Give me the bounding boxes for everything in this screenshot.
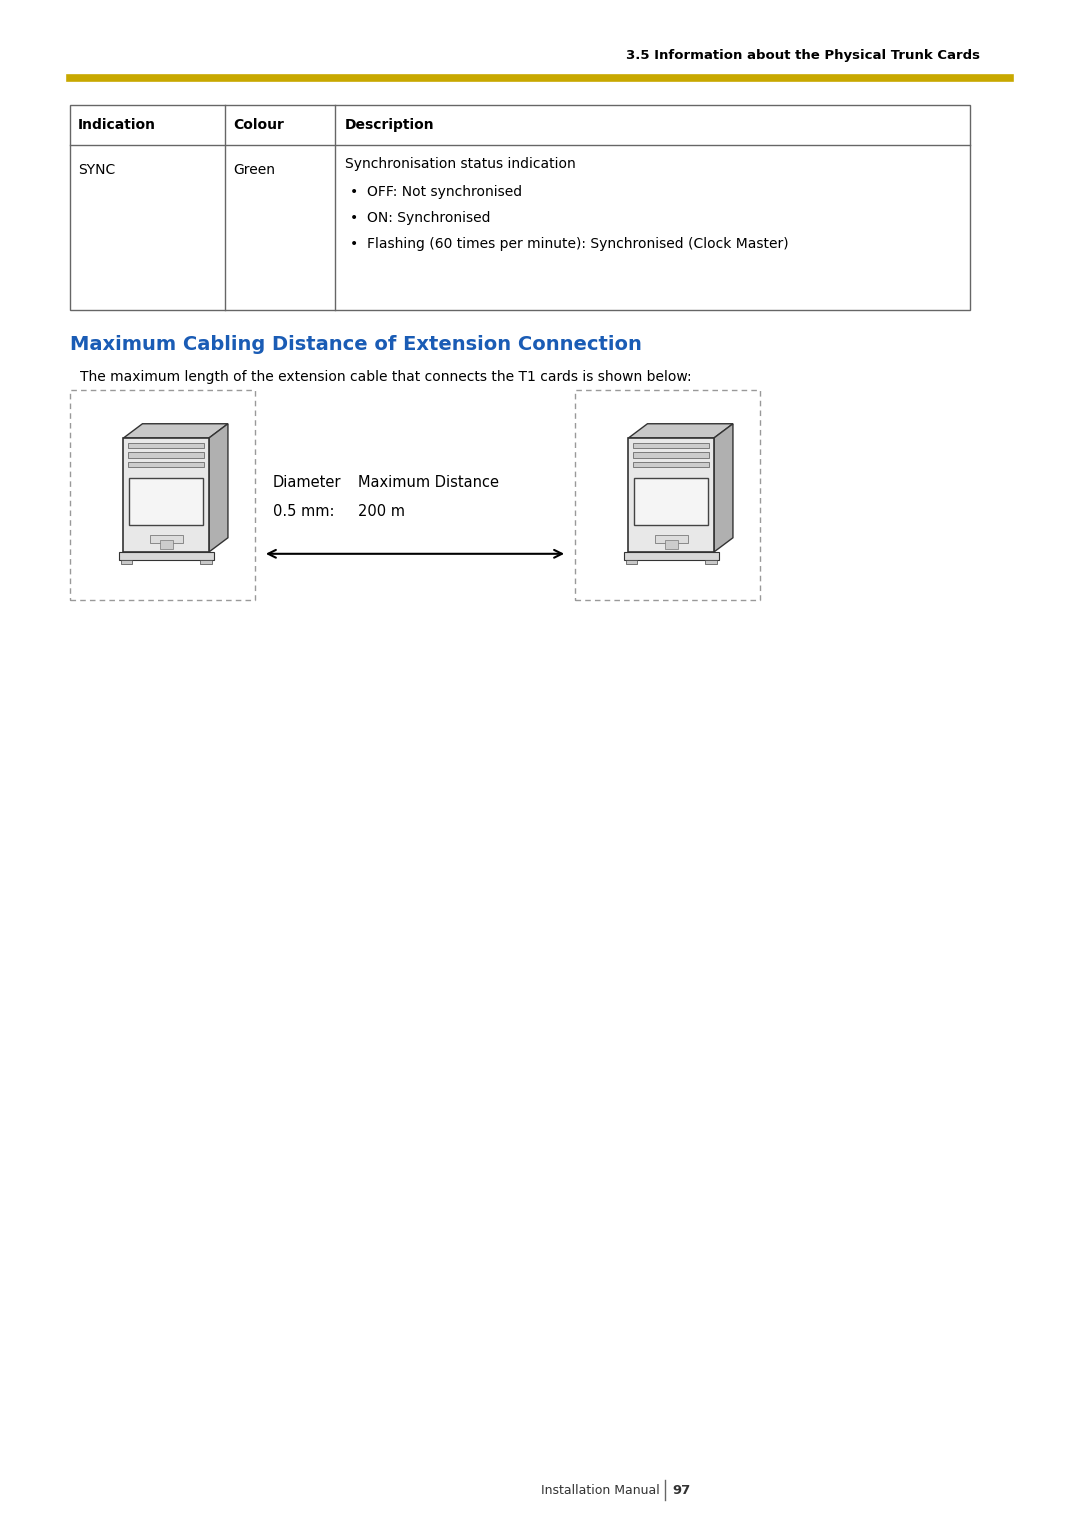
Text: Synchronisation status indication: Synchronisation status indication	[345, 157, 576, 171]
Bar	[633, 461, 710, 468]
Text: SYNC: SYNC	[78, 163, 116, 177]
Polygon shape	[208, 423, 228, 552]
Bar	[129, 452, 204, 458]
Text: •: •	[350, 211, 359, 225]
Bar	[625, 559, 637, 564]
Polygon shape	[714, 423, 733, 552]
Text: Green: Green	[233, 163, 275, 177]
Text: •: •	[350, 185, 359, 199]
Text: Diameter: Diameter	[273, 475, 341, 490]
Polygon shape	[629, 423, 733, 439]
Bar	[123, 439, 208, 552]
Bar	[624, 552, 718, 559]
Text: Flashing (60 times per minute): Synchronised (Clock Master): Flashing (60 times per minute): Synchron…	[367, 237, 788, 251]
Text: 0.5 mm:: 0.5 mm:	[273, 504, 335, 520]
Bar	[705, 559, 717, 564]
Text: Indication: Indication	[78, 118, 156, 131]
Bar	[121, 559, 132, 564]
Text: Maximum Cabling Distance of Extension Connection: Maximum Cabling Distance of Extension Co…	[70, 335, 642, 354]
Bar	[160, 539, 173, 549]
Bar	[633, 443, 710, 448]
Bar	[575, 390, 760, 601]
Text: 3.5 Information about the Physical Trunk Cards: 3.5 Information about the Physical Trunk…	[626, 49, 980, 63]
Text: Colour: Colour	[233, 118, 284, 131]
Text: 97: 97	[672, 1484, 690, 1496]
Bar	[633, 452, 710, 458]
Text: The maximum length of the extension cable that connects the T1 cards is shown be: The maximum length of the extension cabl…	[80, 370, 691, 384]
Bar	[634, 478, 708, 526]
Bar	[129, 443, 204, 448]
Bar	[664, 539, 678, 549]
Bar	[70, 390, 255, 601]
Polygon shape	[123, 423, 228, 439]
Bar	[70, 105, 970, 310]
Bar	[119, 552, 214, 559]
Text: Maximum Distance: Maximum Distance	[357, 475, 499, 490]
Bar	[201, 559, 212, 564]
Bar	[629, 439, 714, 552]
Text: OFF: Not synchronised: OFF: Not synchronised	[367, 185, 522, 199]
Bar	[130, 478, 203, 526]
Bar	[654, 535, 688, 542]
Text: •: •	[350, 237, 359, 251]
Bar	[129, 461, 204, 468]
Bar	[149, 535, 183, 542]
Text: Description: Description	[345, 118, 434, 131]
Text: 200 m: 200 m	[357, 504, 405, 520]
Text: Installation Manual: Installation Manual	[541, 1484, 660, 1496]
Text: ON: Synchronised: ON: Synchronised	[367, 211, 490, 225]
